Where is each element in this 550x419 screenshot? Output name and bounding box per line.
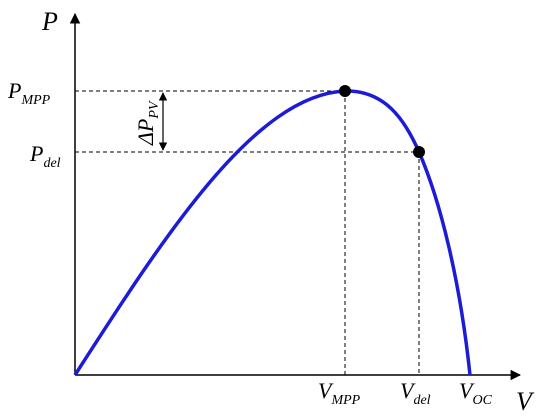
v-del-label: Vdel [400, 378, 431, 408]
label-part: MPP [330, 393, 360, 408]
label-part: OC [472, 393, 492, 408]
label-part: P [7, 78, 21, 103]
v-oc-label: VOC [459, 378, 493, 408]
label-part: PV [147, 100, 162, 120]
pv-curve [73, 89, 472, 376]
x-axis-label: V [516, 387, 535, 416]
label-part: V [318, 378, 334, 403]
label-part: V [459, 378, 475, 403]
del-point [413, 146, 425, 158]
label-part: del [43, 156, 60, 171]
label-part: MPP [20, 93, 50, 108]
guides [75, 90, 420, 375]
label-part: P [29, 141, 43, 166]
v-mpp-label: VMPP [318, 378, 361, 408]
delta-label: ΔPPV [133, 100, 162, 146]
label-part: ΔP [133, 119, 158, 146]
label-part: del [413, 393, 430, 408]
y-axis-label: P [41, 7, 58, 36]
p-del-label: Pdel [29, 141, 61, 171]
mpp-point [339, 85, 351, 97]
p-mpp-label: PMPP [7, 78, 51, 108]
label-part: V [400, 378, 416, 403]
